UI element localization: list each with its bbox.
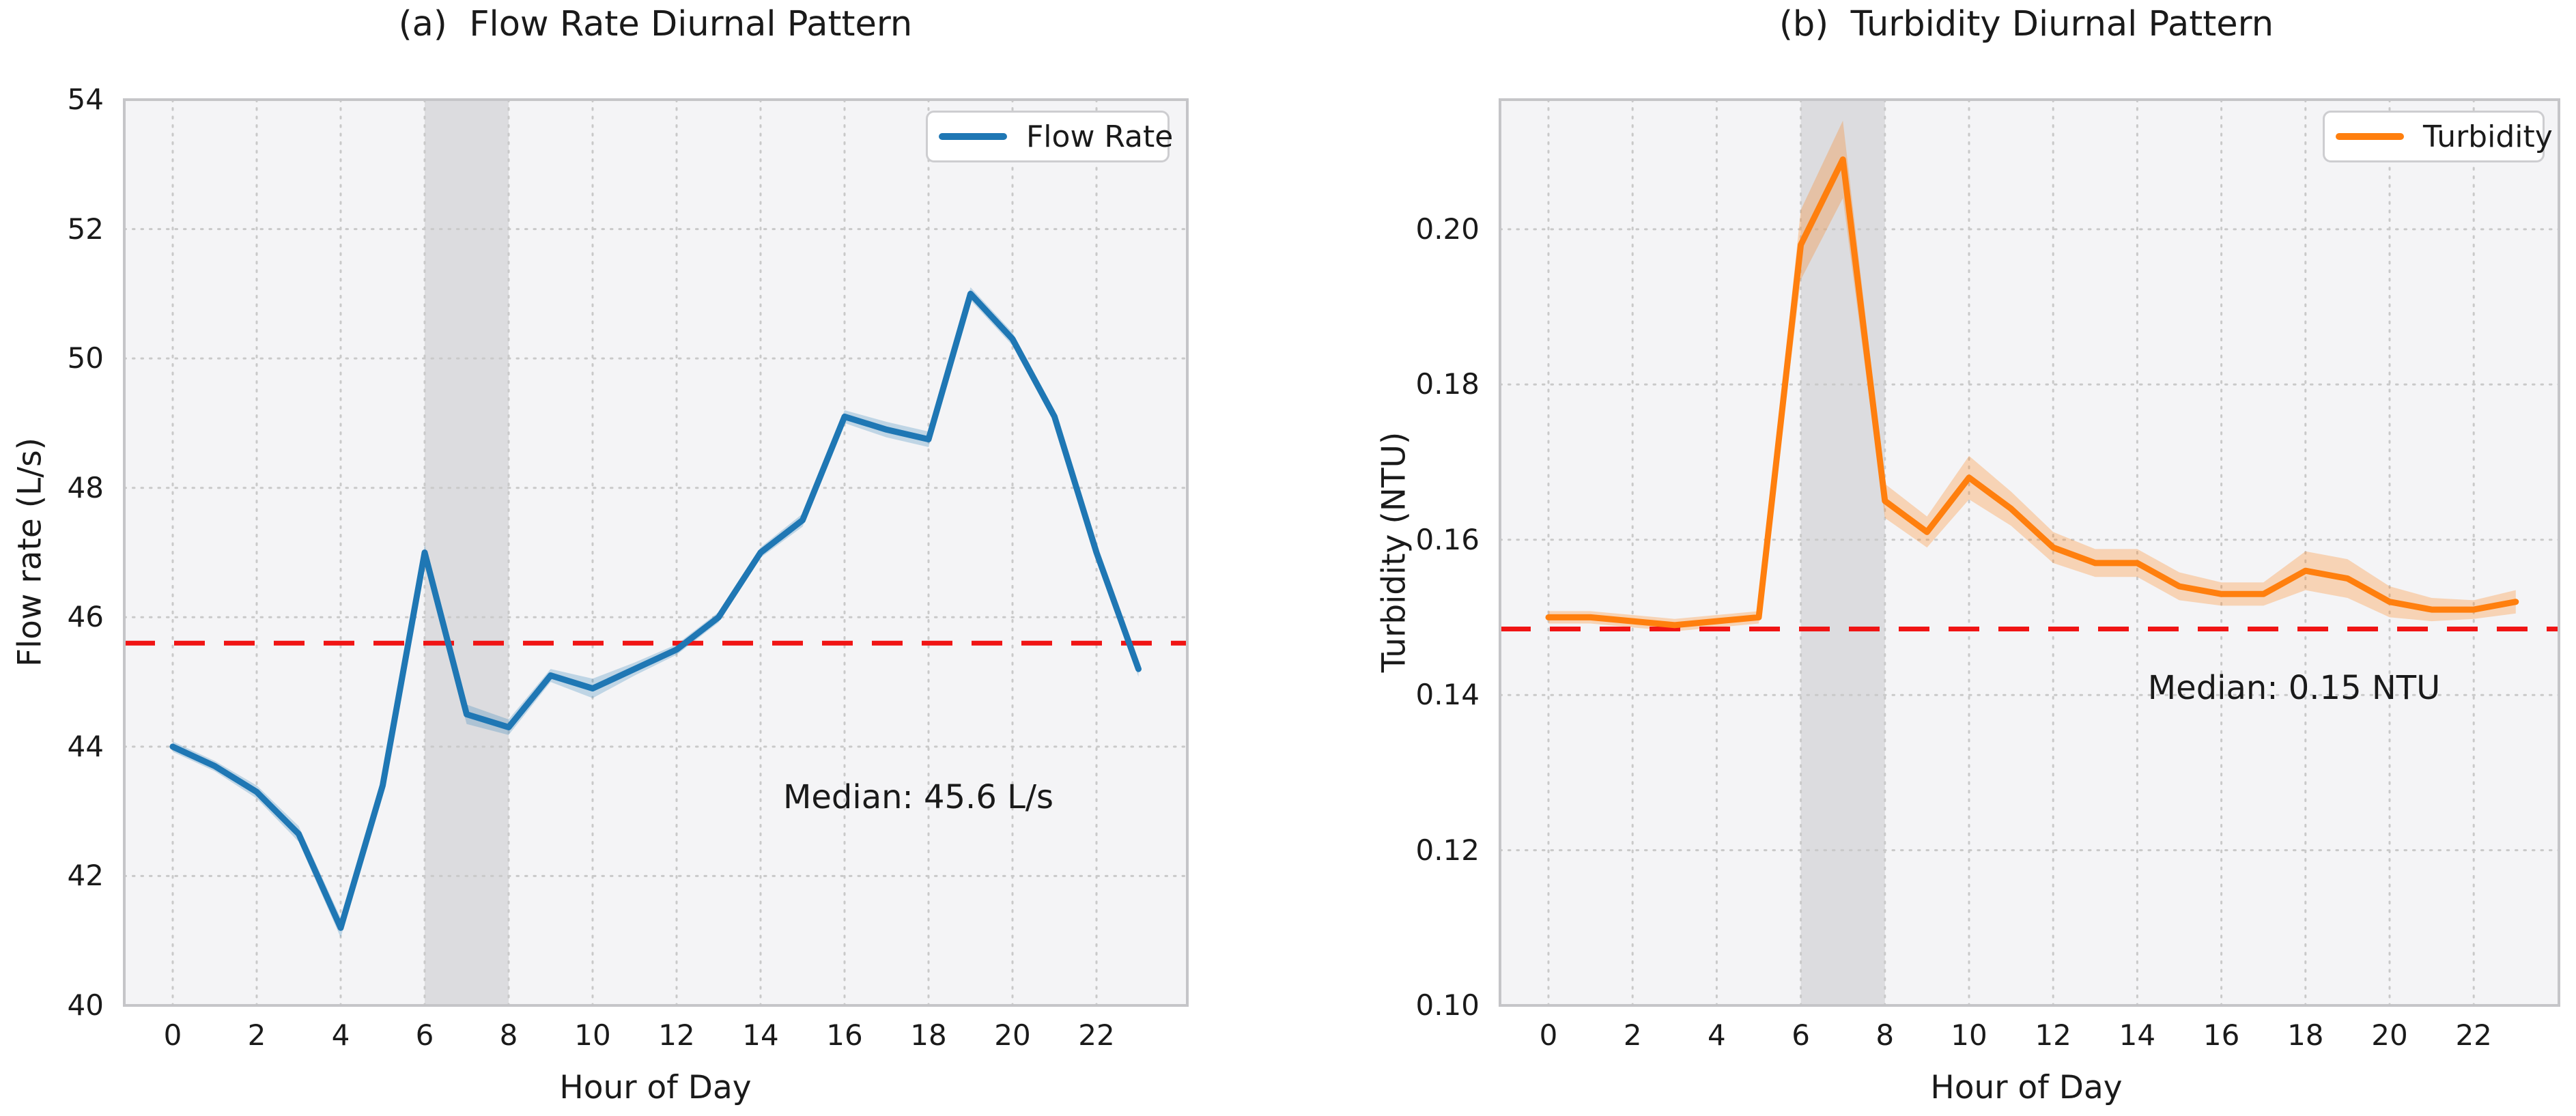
panel-b-plot-area: [1499, 98, 2560, 1007]
flow-rate-line: [169, 290, 1142, 931]
panel-b-y-tick-label: 0.18: [1415, 367, 1480, 401]
panel-a-x-tick-label: 14: [742, 1018, 779, 1052]
turbidity-line: [1545, 156, 2519, 629]
panel-a-legend: Flow Rate: [926, 111, 1174, 162]
panel-a-y-tick-label: 54: [67, 83, 104, 116]
panel-b-y-tick-label: 0.16: [1415, 522, 1480, 556]
turbidity-uncertainty-band: [1548, 120, 2516, 631]
panel-b-x-tick-label: 20: [2371, 1018, 2408, 1052]
panel-b-shaded-region: [1800, 100, 1885, 1005]
panel-b-legend: Turbidity: [2323, 111, 2553, 162]
panel-a-x-tick-label: 6: [415, 1018, 434, 1052]
panel-a-y-tick-label: 42: [67, 859, 104, 893]
flow-rate-legend-line-sample: [939, 133, 1007, 140]
panel-b-x-tick-label: 10: [1951, 1018, 1987, 1052]
panel-b-x-tick-label: 18: [2287, 1018, 2324, 1052]
panel-b-title: (b) Turbidity Diurnal Pattern: [1779, 4, 2274, 44]
panel-a-x-axis-title: Hour of Day: [559, 1069, 752, 1106]
panel-a-y-tick-label: 46: [67, 600, 104, 634]
panel-b-x-tick-label: 14: [2119, 1018, 2156, 1052]
panel-a-y-tick-label: 40: [67, 988, 104, 1022]
panel-b-axes: [1499, 98, 2560, 1007]
panel-b-spines: [1499, 98, 2560, 1007]
panel-a-x-tick-label: 4: [331, 1018, 350, 1052]
panel-a-x-tick-label: 12: [658, 1018, 695, 1052]
panel-a-median-annotation: Median: 45.6 L/s: [782, 778, 1054, 816]
panel-b-y-tick-label: 0.10: [1415, 988, 1480, 1022]
panel-b-y-tick-label: 0.14: [1415, 678, 1480, 712]
panel-a-title: (a) Flow Rate Diurnal Pattern: [398, 4, 913, 44]
panel-a-x-tick-label: 20: [994, 1018, 1031, 1052]
panel-a-x-tick-label: 18: [910, 1018, 947, 1052]
panel-b-x-tick-label: 6: [1792, 1018, 1810, 1052]
panel-b-x-tick-label: 4: [1708, 1018, 1726, 1052]
panel-a-x-tick-label: 8: [499, 1018, 518, 1052]
panel-b-y-tick-label: 0.20: [1415, 212, 1480, 246]
turbidity-legend-line-sample: [2336, 133, 2404, 140]
panel-a-x-tick-label: 0: [163, 1018, 182, 1052]
panel-a-x-tick-label: 2: [247, 1018, 266, 1052]
flow-rate-legend-label: Flow Rate: [1026, 119, 1174, 154]
panel-b-x-tick-label: 12: [2035, 1018, 2071, 1052]
panel-a-x-tick-label: 16: [826, 1018, 863, 1052]
turbidity-legend-label: Turbidity: [2423, 119, 2553, 154]
flow-rate-uncertainty-band: [173, 287, 1139, 938]
panel-b-x-tick-label: 8: [1876, 1018, 1895, 1052]
panel-b-x-tick-label: 2: [1623, 1018, 1642, 1052]
panel-b-y-tick-label: 0.12: [1415, 833, 1480, 867]
panel-a-axes: [123, 98, 1189, 1007]
panel-b-x-axis-title: Hour of Day: [1930, 1069, 2123, 1106]
panel-a-y-tick-label: 50: [67, 341, 104, 375]
panel-a-y-tick-label: 52: [67, 212, 104, 246]
panel-a-x-tick-label: 10: [574, 1018, 611, 1052]
panel-a-spines: [123, 98, 1189, 1007]
panel-b-x-tick-label: 22: [2455, 1018, 2492, 1052]
panel-b-x-tick-label: 16: [2203, 1018, 2240, 1052]
panel-a-shaded-region: [425, 100, 509, 1005]
panel-a-gridlines: [123, 98, 1189, 1007]
panel-a-x-tick-label: 22: [1078, 1018, 1115, 1052]
panel-b-gridlines: [1499, 98, 2560, 1007]
panel-a-plot-area: [123, 98, 1189, 1007]
panel-b-x-tick-label: 0: [1539, 1018, 1558, 1052]
panel-b-median-annotation: Median: 0.15 NTU: [2147, 669, 2441, 707]
panel-a-y-tick-label: 44: [67, 729, 104, 763]
panel-a-y-tick-label: 48: [67, 470, 104, 504]
